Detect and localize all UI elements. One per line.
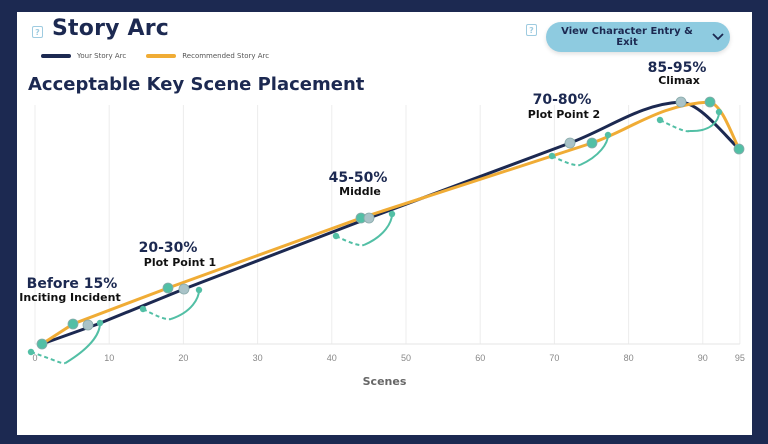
key-scene-marker-recommended	[162, 282, 174, 294]
chevron-down-icon	[712, 31, 724, 44]
key-scene-marker-your-arc	[363, 212, 375, 224]
help-icon[interactable]: ?	[526, 24, 537, 36]
key-scene-marker-recommended	[586, 137, 598, 149]
range-end-dot	[604, 131, 612, 139]
annotation-name: Climax	[658, 74, 700, 87]
x-tick-label: 40	[327, 353, 337, 363]
x-tick-label: 0	[32, 353, 37, 363]
annotation-range: 45-50%	[329, 170, 388, 186]
range-arc-dashed	[30, 351, 66, 365]
x-tick-label: 10	[104, 353, 114, 363]
button-label: View Character Entry & Exit	[561, 26, 693, 48]
x-tick-label: 90	[698, 353, 708, 363]
x-axis-label: Scenes	[362, 375, 407, 388]
range-arc-dashed	[551, 155, 581, 167]
chart-subtitle: Acceptable Key Scene Placement	[28, 74, 365, 95]
view-character-entry-exit-button[interactable]: View Character Entry & Exit	[546, 22, 730, 52]
annotation-range: 85-95%	[648, 60, 707, 76]
range-arc-dashed	[142, 308, 172, 321]
key-scene-marker-recommended	[704, 96, 716, 108]
annotation-range: Before 15%	[27, 276, 118, 292]
legend-item-recommended-arc: Recommended Story Arc	[146, 52, 269, 60]
legend-swatch-navy	[41, 54, 71, 58]
range-start-dot	[332, 232, 340, 240]
key-scene-marker-your-arc	[178, 283, 190, 295]
key-scene-marker-recommended	[67, 318, 79, 330]
page-title: Story Arc	[52, 16, 170, 41]
x-tick-label: 50	[401, 353, 411, 363]
x-tick-label: 80	[624, 353, 634, 363]
range-start-dot	[548, 152, 556, 160]
range-start-dot	[139, 305, 147, 313]
x-tick-label: 70	[549, 353, 559, 363]
x-tick-label: 95	[735, 353, 745, 363]
legend-item-your-arc: Your Story Arc	[41, 52, 126, 60]
chart-legend: Your Story Arc Recommended Story Arc	[41, 52, 289, 60]
range-start-dot	[656, 116, 664, 124]
x-tick-label: 60	[475, 353, 485, 363]
legend-swatch-orange	[146, 54, 177, 58]
key-scene-marker-recommended	[36, 338, 48, 350]
key-scene-marker-your-arc	[82, 319, 94, 331]
key-scene-marker-your-arc	[564, 137, 576, 149]
x-tick-label: 20	[178, 353, 188, 363]
range-end-dot	[715, 108, 723, 116]
annotation-name: Plot Point 2	[528, 108, 600, 121]
range-end-dot	[195, 286, 203, 294]
range-start-dot	[27, 348, 35, 356]
range-arc-solid	[170, 289, 200, 320]
annotation-range: 20-30%	[139, 240, 198, 256]
range-end-dot	[96, 319, 104, 327]
annotation-name: Middle	[339, 185, 381, 198]
annotation-name: Inciting Incident	[19, 291, 120, 304]
range-arc-dashed	[659, 119, 690, 133]
annotation-range: 70-80%	[533, 92, 592, 108]
range-arc-dashed	[335, 235, 365, 247]
key-scene-marker-recommended	[733, 143, 745, 155]
range-end-dot	[388, 210, 396, 218]
help-icon[interactable]: ?	[32, 26, 43, 38]
key-scene-marker-your-arc	[675, 96, 687, 108]
legend-label: Recommended Story Arc	[182, 52, 270, 60]
legend-label: Your Story Arc	[77, 52, 127, 60]
annotation-name: Plot Point 1	[144, 256, 216, 269]
story-arc-card: 0 10 20 30 40 50 60 70 80 90 95 Before 15% Inciting …	[17, 12, 752, 435]
x-tick-label: 30	[253, 353, 263, 363]
